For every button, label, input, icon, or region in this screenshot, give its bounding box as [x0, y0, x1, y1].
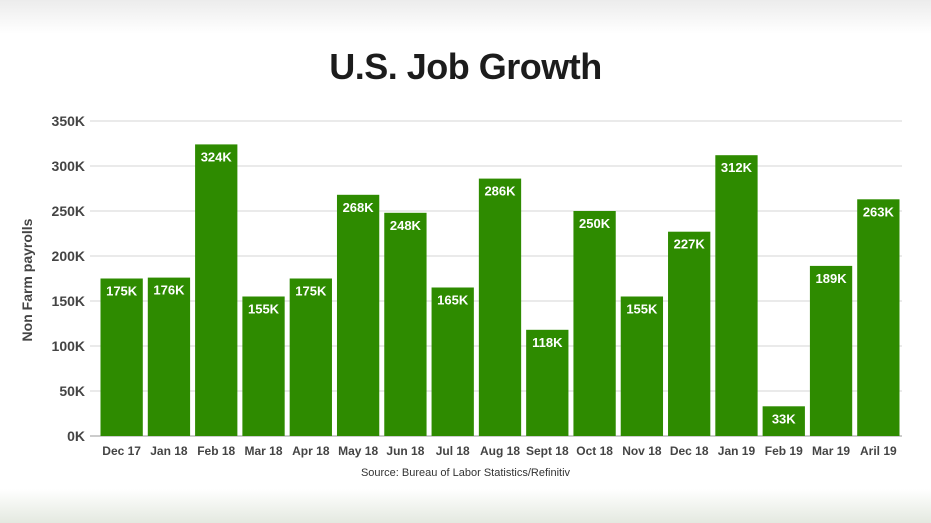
- x-tick-label: Feb 19: [765, 444, 803, 458]
- bar: [573, 211, 616, 436]
- bar: [147, 277, 191, 436]
- bar: [100, 278, 143, 436]
- y-tick-label: 250K: [52, 203, 85, 219]
- data-label: 189K: [816, 271, 848, 286]
- x-tick-label: Sept 18: [526, 444, 569, 458]
- bar: [620, 296, 664, 436]
- y-tick-label: 50K: [59, 383, 85, 399]
- data-label: 155K: [248, 302, 280, 317]
- x-tick-label: May 18: [338, 444, 378, 458]
- x-tick-label: Apr 18: [292, 444, 330, 458]
- data-label: 248K: [390, 218, 422, 233]
- data-label: 155K: [626, 302, 658, 317]
- bar: [668, 231, 711, 436]
- y-tick-label: 100K: [52, 338, 85, 354]
- x-tick-label: Jan 19: [718, 444, 756, 458]
- y-axis-label: Non Farm payrolls: [19, 218, 35, 342]
- y-axis-ticks: 0K 50K 100K 150K 200K 250K 300K 350K: [52, 113, 85, 444]
- x-tick-label: Mar 19: [812, 444, 850, 458]
- data-label: 175K: [106, 284, 138, 299]
- x-tick-label: Dec 18: [670, 444, 709, 458]
- data-label: 176K: [153, 283, 185, 298]
- data-label: 175K: [295, 284, 327, 299]
- bar: [242, 296, 285, 436]
- data-label: 263K: [863, 204, 895, 219]
- x-tick-label: Jun 18: [386, 444, 424, 458]
- data-label: 286K: [484, 184, 516, 199]
- chart-title: U.S. Job Growth: [329, 46, 602, 87]
- data-label: 268K: [343, 200, 375, 215]
- x-tick-label: Aug 18: [480, 444, 520, 458]
- bar: [526, 329, 569, 436]
- data-label: 250K: [579, 216, 611, 231]
- top-shade: [0, 0, 931, 34]
- bar: [384, 212, 427, 436]
- bar: [715, 155, 758, 436]
- x-tick-label: Jan 18: [150, 444, 188, 458]
- y-tick-label: 300K: [52, 158, 85, 174]
- bar: [289, 278, 332, 436]
- data-label: 33K: [772, 411, 796, 426]
- bar: [195, 144, 238, 436]
- x-tick-label: Aril 19: [860, 444, 897, 458]
- bar: [478, 178, 522, 436]
- data-label: 312K: [721, 160, 753, 175]
- source-note: Source: Bureau of Labor Statistics/Refin…: [360, 467, 571, 479]
- x-tick-label: Jul 18: [436, 444, 470, 458]
- x-tick-label: Oct 18: [576, 444, 613, 458]
- x-tick-label: Mar 18: [245, 444, 283, 458]
- y-tick-label: 0K: [67, 428, 85, 444]
- data-label: 227K: [674, 237, 706, 252]
- data-label: 118K: [532, 335, 563, 350]
- bars: 175K 176K 324K 155K 175K 268K 248K 165K 286K 118K…: [100, 144, 900, 436]
- data-label: 165K: [437, 293, 469, 308]
- bar: [431, 287, 474, 436]
- y-tick-label: 350K: [52, 113, 85, 129]
- x-tick-label: Dec 17: [102, 444, 141, 458]
- bottom-shade: [0, 489, 931, 523]
- data-label: 324K: [201, 149, 233, 164]
- bar: [809, 265, 853, 436]
- y-tick-label: 200K: [52, 248, 85, 264]
- bar: [857, 199, 900, 436]
- bar: [762, 406, 805, 436]
- y-tick-label: 150K: [52, 293, 85, 309]
- x-tick-label: Feb 18: [197, 444, 235, 458]
- x-axis-ticks: Dec 17 Jan 18 Feb 18 Mar 18 Apr 18 May 18 Jun …: [102, 444, 897, 458]
- bar: [336, 194, 380, 436]
- x-tick-label: Nov 18: [622, 444, 662, 458]
